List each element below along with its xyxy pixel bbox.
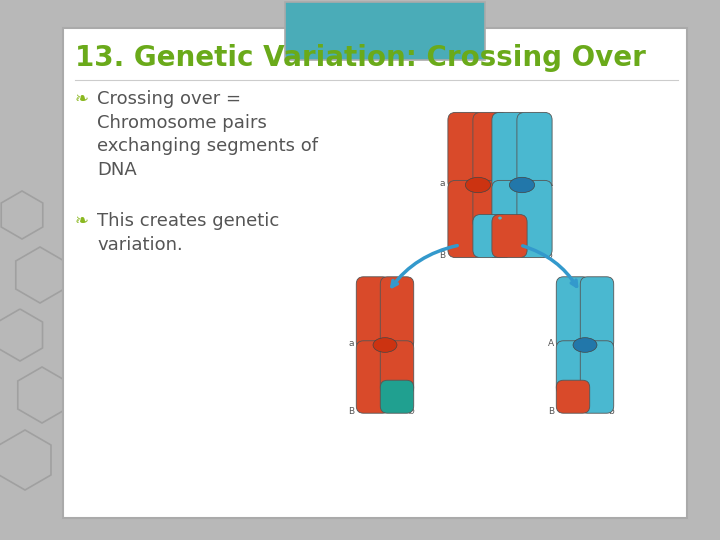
Ellipse shape	[465, 177, 490, 193]
FancyBboxPatch shape	[380, 277, 414, 349]
FancyBboxPatch shape	[380, 380, 414, 413]
FancyBboxPatch shape	[448, 180, 483, 258]
Text: a: a	[503, 179, 508, 188]
Text: B: B	[439, 251, 446, 260]
Text: A: A	[608, 340, 615, 348]
FancyBboxPatch shape	[473, 214, 508, 258]
Text: a: a	[348, 340, 354, 348]
FancyBboxPatch shape	[580, 341, 613, 413]
Ellipse shape	[573, 338, 597, 352]
FancyBboxPatch shape	[356, 277, 390, 349]
Text: B: B	[348, 407, 354, 415]
FancyBboxPatch shape	[580, 277, 613, 349]
Text: A: A	[548, 340, 554, 348]
Text: This creates genetic
variation.: This creates genetic variation.	[97, 212, 279, 254]
Text: ❧: ❧	[75, 212, 89, 230]
FancyBboxPatch shape	[63, 28, 687, 518]
FancyBboxPatch shape	[448, 112, 483, 190]
FancyBboxPatch shape	[380, 341, 414, 395]
Text: 13. Genetic Variation: Crossing Over: 13. Genetic Variation: Crossing Over	[75, 44, 646, 72]
Text: b: b	[546, 251, 552, 260]
Text: b: b	[408, 407, 414, 415]
Ellipse shape	[510, 177, 534, 193]
FancyBboxPatch shape	[517, 180, 552, 258]
Text: A: A	[491, 179, 498, 188]
FancyBboxPatch shape	[492, 112, 527, 190]
Text: b: b	[608, 407, 614, 415]
FancyBboxPatch shape	[557, 277, 590, 349]
Text: b: b	[492, 251, 498, 260]
Text: B: B	[503, 251, 508, 260]
FancyBboxPatch shape	[356, 341, 390, 413]
FancyBboxPatch shape	[517, 112, 552, 190]
Text: B: B	[548, 407, 554, 415]
Text: a: a	[440, 179, 446, 188]
FancyBboxPatch shape	[492, 180, 527, 230]
Text: Crossing over =
Chromosome pairs
exchanging segments of
DNA: Crossing over = Chromosome pairs exchang…	[97, 90, 318, 179]
FancyBboxPatch shape	[285, 2, 485, 60]
Ellipse shape	[373, 338, 397, 352]
FancyBboxPatch shape	[557, 341, 590, 395]
FancyBboxPatch shape	[473, 180, 508, 230]
Text: A: A	[546, 179, 553, 188]
Text: a: a	[408, 340, 414, 348]
FancyBboxPatch shape	[473, 112, 508, 190]
FancyBboxPatch shape	[557, 380, 590, 413]
Text: ❧: ❧	[75, 90, 89, 108]
FancyBboxPatch shape	[492, 214, 527, 258]
